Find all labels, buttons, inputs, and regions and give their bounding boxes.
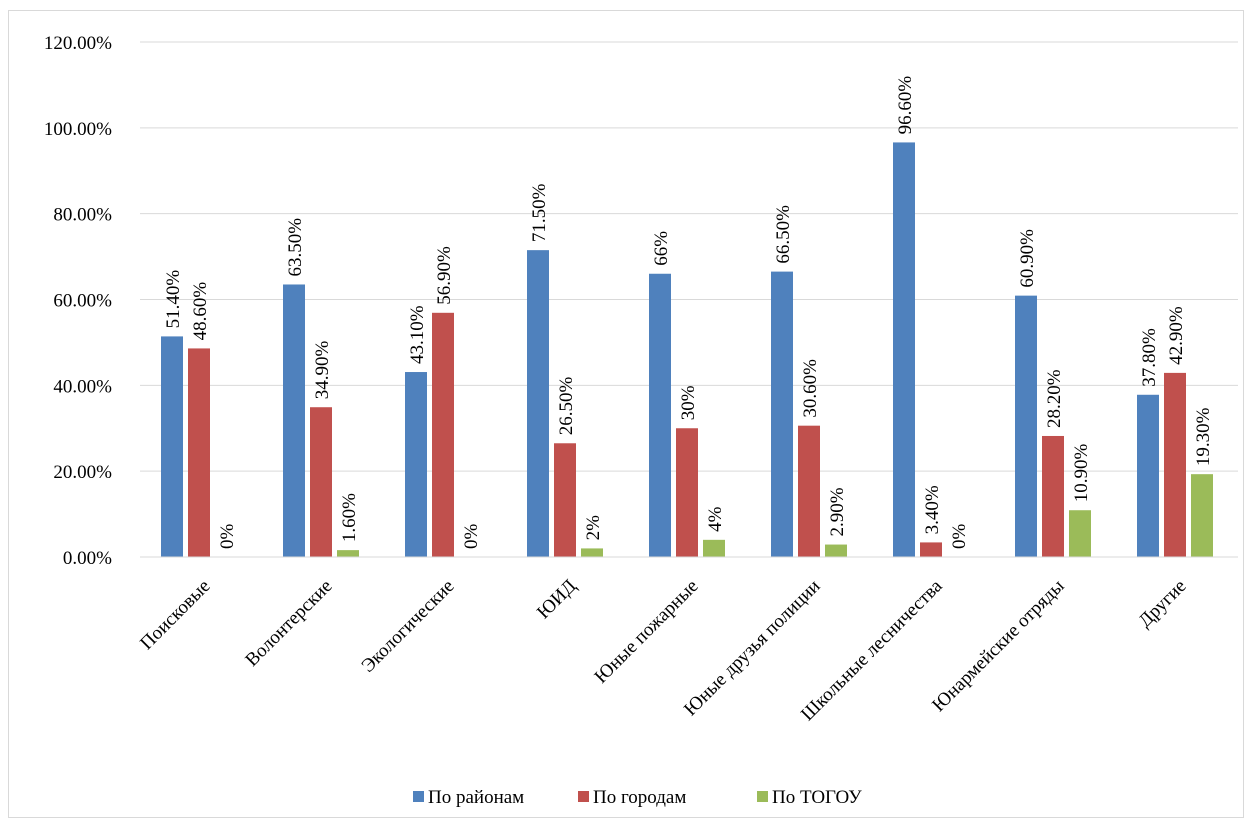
- data-label: 30%: [678, 385, 699, 420]
- data-label: 1.60%: [339, 493, 360, 542]
- data-label: 19.30%: [1193, 407, 1214, 466]
- category-label: Юнармейские отряды: [928, 576, 1068, 716]
- legend-swatch: [413, 791, 424, 802]
- bar: [1015, 295, 1037, 557]
- bar: [920, 542, 942, 557]
- data-label: 10.90%: [1071, 443, 1092, 502]
- category-label: Школьные лесничества: [797, 575, 947, 725]
- data-label: 56.90%: [434, 246, 455, 305]
- bar: [1042, 435, 1064, 557]
- data-label: 48.60%: [190, 282, 211, 341]
- bar: [161, 336, 183, 557]
- data-label: 30.60%: [800, 359, 821, 418]
- data-label: 51.40%: [163, 270, 184, 329]
- category-label: Экологические: [358, 576, 459, 677]
- y-tick-label: 60.00%: [53, 291, 112, 312]
- y-tick-label: 100.00%: [44, 119, 112, 140]
- bar: [1164, 372, 1186, 557]
- bar: [1137, 394, 1159, 557]
- data-label: 43.10%: [407, 305, 428, 364]
- data-label: 66%: [651, 231, 672, 266]
- bar: [527, 250, 549, 558]
- category-label: Юные друзья полиции: [680, 576, 824, 720]
- category-label: Юные пожарные: [591, 576, 703, 688]
- bar: [283, 284, 305, 557]
- y-tick-label: 120.00%: [44, 33, 112, 54]
- category-label: Другие: [1135, 576, 1191, 632]
- y-tick-label: 20.00%: [53, 462, 112, 483]
- data-label: 42.90%: [1166, 306, 1187, 365]
- category-label: Волонтерские: [241, 576, 336, 671]
- data-label: 96.60%: [895, 76, 916, 135]
- bar: [825, 544, 847, 557]
- legend-swatch: [757, 791, 768, 802]
- bar: [893, 142, 915, 558]
- data-label: 37.80%: [1139, 328, 1160, 387]
- legend-swatch: [578, 791, 589, 802]
- bar: [337, 550, 359, 557]
- bar: [798, 425, 820, 557]
- chart-frame: [8, 10, 1244, 818]
- data-label: 71.50%: [529, 183, 550, 242]
- bar: [1069, 510, 1091, 557]
- data-label: 28.20%: [1044, 369, 1065, 428]
- bar: [771, 271, 793, 557]
- data-label: 0%: [217, 524, 238, 550]
- data-label: 4%: [705, 506, 726, 532]
- y-tick-label: 80.00%: [53, 205, 112, 226]
- data-label: 2%: [583, 515, 604, 541]
- bar: [405, 372, 427, 557]
- data-label: 2.90%: [827, 487, 848, 536]
- bar: [649, 273, 671, 557]
- bar: [432, 312, 454, 557]
- y-tick-label: 0.00%: [63, 548, 112, 569]
- bar: [676, 428, 698, 557]
- data-label: 60.90%: [1017, 229, 1038, 288]
- category-label: Поисковые: [136, 576, 214, 654]
- bar: [581, 548, 603, 557]
- data-label: 26.50%: [556, 377, 577, 436]
- legend-label: По ТОГОУ: [772, 787, 862, 808]
- bar: [1191, 474, 1213, 557]
- category-label: ЮИД: [533, 576, 581, 624]
- bar: [703, 539, 725, 557]
- legend-label: По районам: [428, 787, 524, 808]
- bar: [554, 443, 576, 557]
- bar: [188, 348, 210, 557]
- data-label: 0%: [949, 524, 970, 550]
- data-label: 66.50%: [773, 205, 794, 264]
- data-label: 3.40%: [922, 485, 943, 534]
- bar: [310, 407, 332, 557]
- data-label: 0%: [461, 524, 482, 550]
- legend-label: По городам: [593, 787, 686, 808]
- data-label: 63.50%: [285, 218, 306, 277]
- data-label: 34.90%: [312, 340, 333, 399]
- y-tick-label: 40.00%: [53, 376, 112, 397]
